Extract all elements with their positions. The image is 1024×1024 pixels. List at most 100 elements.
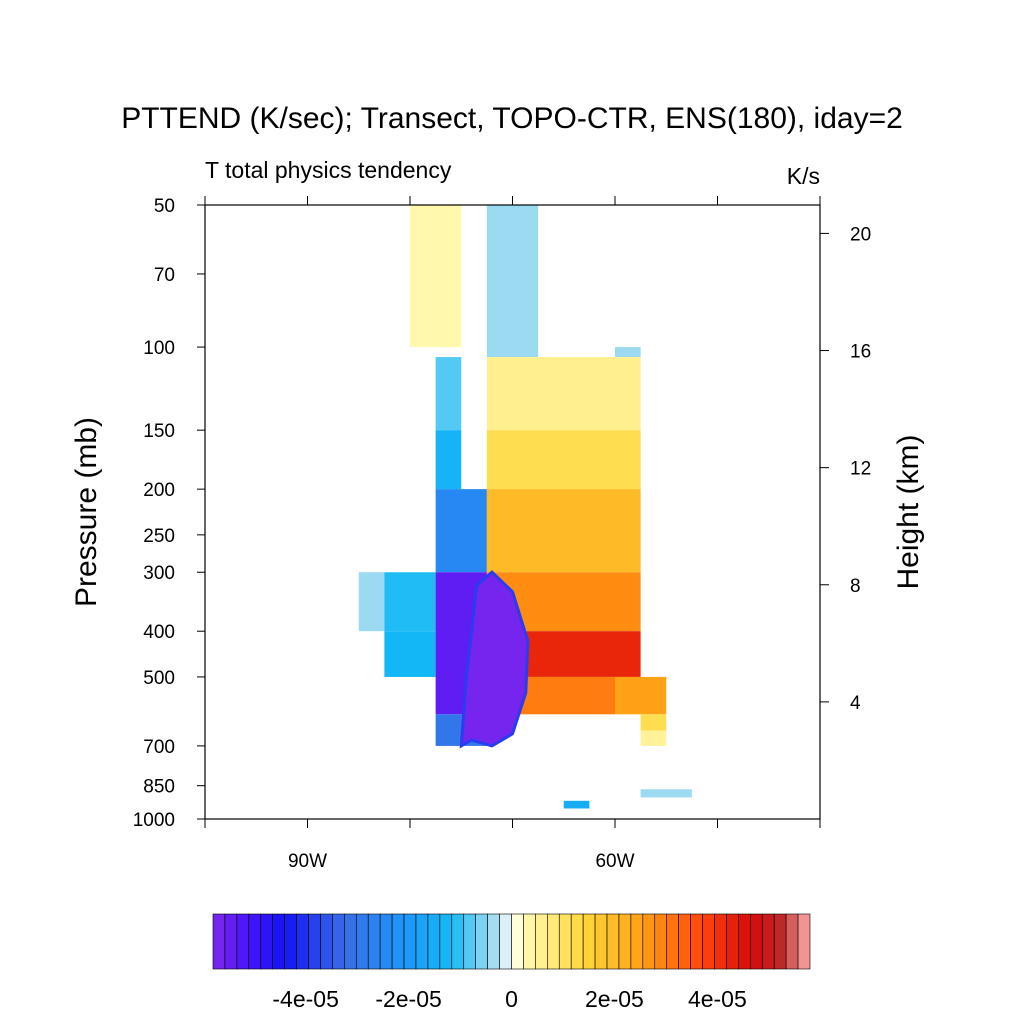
colorbar-box [475, 913, 488, 970]
colorbar-box [773, 913, 787, 970]
data-cell [384, 631, 436, 677]
minimum-contour [459, 570, 530, 749]
chart-title: PTTEND (K/sec); Transect, TOPO-CTR, ENS(… [121, 102, 903, 135]
colorbar-labels: -4e-05 -2e-05 0 2e-05 4e-05 [272, 986, 746, 1012]
colorbar-tick-label: 2e-05 [585, 986, 644, 1012]
colorbar-box [272, 913, 285, 970]
x-tick-label: 90W [288, 851, 327, 872]
colorbar-box [439, 913, 453, 970]
colorbar-box [785, 913, 799, 970]
data-cell [384, 572, 436, 632]
colorbar-box [582, 913, 596, 970]
plot-cells [358, 205, 692, 809]
colorbar-box [415, 913, 429, 970]
colorbar-box [535, 913, 548, 970]
y-tick-label: 500 [143, 668, 175, 689]
colorbar-box [702, 913, 715, 970]
colorbar-box [642, 913, 656, 970]
colorbar-box [690, 913, 703, 970]
plot-contour [459, 570, 530, 749]
colorbar-tick-label: 0 [505, 986, 518, 1012]
colorbar-box [570, 913, 584, 970]
colorbar-box [296, 913, 309, 970]
data-cell [640, 789, 692, 798]
y-tick-label: 200 [143, 480, 175, 501]
colorbar-box [630, 913, 644, 970]
colorbar-box [248, 913, 262, 970]
y2-tick-label: 20 [850, 224, 871, 245]
colorbar-box [308, 913, 321, 970]
colorbar-tick-label: -4e-05 [272, 986, 338, 1012]
data-cell [410, 205, 462, 348]
y-tick-label: 100 [143, 338, 175, 359]
y2-tick-label: 4 [850, 693, 861, 714]
colorbar-box [367, 913, 381, 970]
data-cell [563, 800, 590, 809]
colorbar-box [761, 913, 775, 970]
colorbar-tick-label: -2e-05 [375, 986, 441, 1012]
chart-units-label: K/s [787, 163, 820, 189]
y-tick-label: 300 [143, 563, 175, 584]
right-axis: 20 16 12 8 4 [820, 224, 871, 714]
colorbar-box [594, 913, 608, 970]
data-cell [640, 714, 667, 731]
y2-tick-label: 12 [850, 459, 871, 480]
colorbar-box [714, 913, 727, 970]
data-cell [486, 489, 641, 573]
y-tick-label: 1000 [133, 810, 175, 831]
data-cell [615, 676, 667, 715]
top-axis [204, 196, 821, 205]
colorbar-box [320, 913, 333, 970]
colorbar-box [427, 913, 441, 970]
colorbar [212, 913, 811, 970]
colorbar-box [284, 913, 297, 970]
data-cell [358, 572, 385, 632]
colorbar-box [749, 913, 763, 970]
y2-tick-label: 8 [850, 576, 861, 597]
data-cell [486, 430, 641, 490]
y2-tick-label: 16 [850, 342, 871, 363]
left-axis: 50 70 100 150 200 250 300 400 500 700 850 1000 [133, 196, 205, 831]
data-cell [435, 357, 462, 431]
colorbar-box [666, 913, 679, 970]
colorbar-box [463, 913, 476, 970]
colorbar-box [797, 913, 811, 970]
colorbar-box [499, 913, 512, 970]
colorbar-tick-label: 4e-05 [688, 986, 747, 1012]
y-tick-label: 700 [143, 737, 175, 758]
data-cell [640, 730, 667, 746]
data-cell [486, 205, 539, 358]
colorbar-box [678, 913, 691, 970]
colorbar-box [260, 913, 274, 970]
y-tick-label: 850 [143, 777, 175, 798]
colorbar-box [726, 913, 739, 970]
colorbar-box [403, 913, 417, 970]
colorbar-box [212, 913, 226, 970]
data-cell [486, 357, 641, 431]
colorbar-box [487, 913, 500, 970]
colorbar-box [523, 913, 536, 970]
data-cell [435, 430, 462, 490]
data-cell [435, 489, 487, 573]
bottom-axis: 90W 60W [204, 819, 821, 872]
colorbar-box [738, 913, 751, 970]
y-axis-label-pressure: Pressure (mb) [70, 417, 103, 607]
colorbar-box [379, 913, 393, 970]
colorbar-box [547, 913, 560, 970]
chart-subtitle-left: T total physics tendency [205, 157, 452, 183]
y-tick-label: 400 [143, 622, 175, 643]
colorbar-box [558, 913, 572, 970]
y-tick-label: 250 [143, 526, 175, 547]
colorbar-box [451, 913, 465, 970]
colorbar-box [511, 913, 524, 970]
y-tick-label: 70 [154, 265, 175, 286]
colorbar-box [618, 913, 632, 970]
colorbar-box [236, 913, 250, 970]
colorbar-box [224, 913, 238, 970]
x-tick-label: 60W [595, 851, 634, 872]
colorbar-box [654, 913, 668, 970]
colorbar-box [606, 913, 620, 970]
y-axis-label-height: Height (km) [892, 434, 925, 589]
y-tick-label: 50 [154, 196, 175, 217]
